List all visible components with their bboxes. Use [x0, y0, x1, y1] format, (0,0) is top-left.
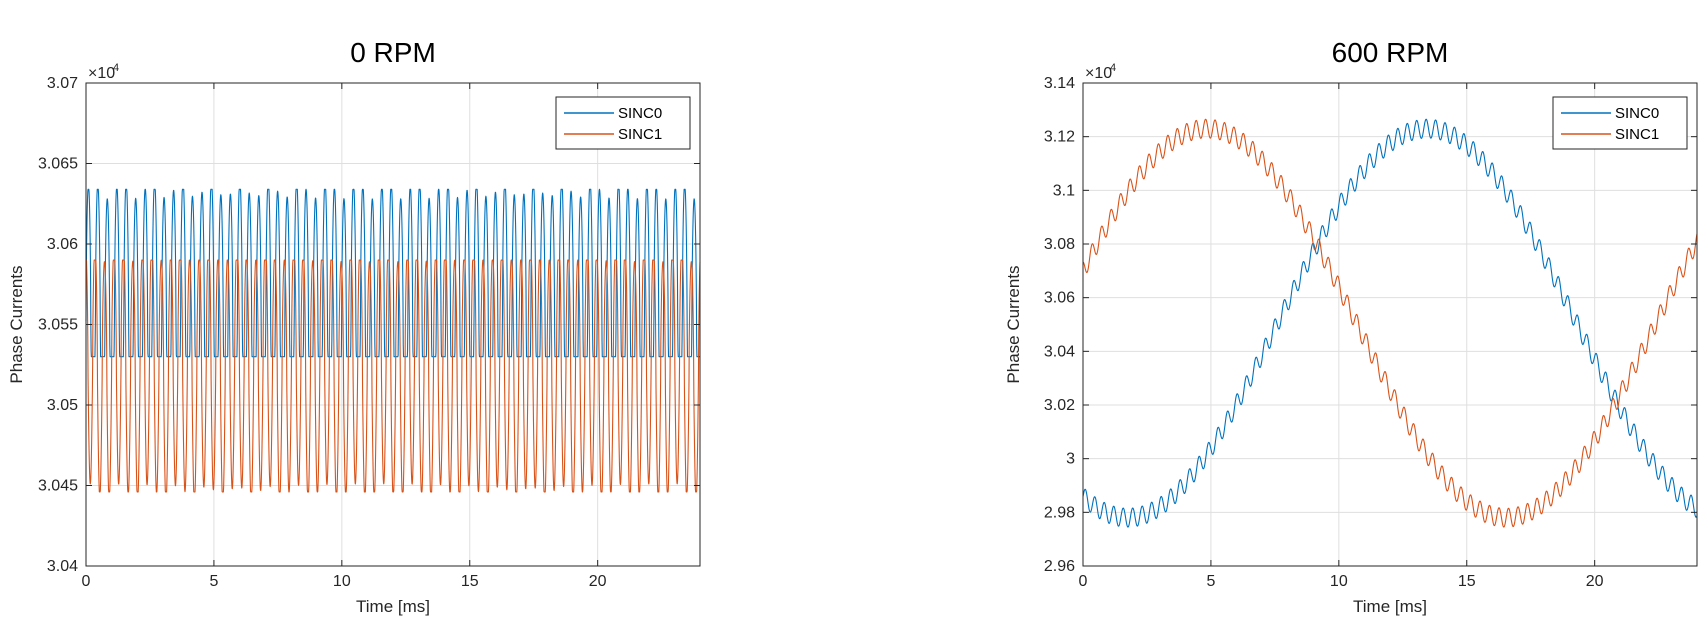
series-line-sinc0 [1082, 118, 1698, 528]
series-line-sinc1 [85, 259, 701, 493]
axes-box [1082, 82, 1698, 567]
series-line-sinc1 [1082, 118, 1698, 528]
series-line-sinc0 [85, 188, 701, 358]
y-tick-label: 2.96 [1044, 558, 1075, 575]
y-multiplier-exponent: 4 [1110, 62, 1116, 74]
x-tick-label: 15 [1458, 573, 1476, 590]
legend-label-sinc0: SINC0 [1615, 105, 1659, 122]
x-axis-label: Time [ms] [356, 597, 430, 616]
y-tick-label: 3.04 [1044, 343, 1075, 360]
plot-area [1083, 83, 1697, 566]
y-tick-label: 3.06 [47, 236, 78, 253]
chart-title: 600 RPM [1332, 37, 1449, 68]
chart-0-rpm: 0 RPM 0 5 10 15 20 3.04 3.045 3.05 3.055 3.06 3.06… [7, 37, 701, 616]
y-tick-label: 3.065 [38, 156, 78, 173]
chart-600-rpm: 600 RPM 0 5 10 15 20 2.96 2.98 3 3.02 3.04 3.06 3.0… [1004, 37, 1698, 616]
y-tick-label: 3.08 [1044, 236, 1075, 253]
x-tick-label: 15 [461, 573, 479, 590]
x-tick-label: 20 [589, 573, 607, 590]
x-tick-label: 10 [333, 573, 351, 590]
y-multiplier-exponent: 4 [113, 62, 119, 74]
legend-box [555, 96, 691, 150]
legend-label-sinc1: SINC1 [1615, 126, 1659, 143]
y-tick-label: 3.045 [38, 478, 78, 495]
legend-label-sinc1: SINC1 [618, 126, 662, 143]
y-tick-label: 3.055 [38, 317, 78, 334]
y-axis-label: Phase Currents [1004, 265, 1023, 383]
y-tick-label: 3.12 [1044, 129, 1075, 146]
y-multiplier: ×10 [88, 65, 115, 82]
x-tick-label: 0 [82, 573, 91, 590]
y-multiplier: ×10 [1085, 65, 1112, 82]
x-tick-label: 20 [1586, 573, 1604, 590]
chart-title: 0 RPM [350, 37, 436, 68]
x-tick-label: 10 [1330, 573, 1348, 590]
y-tick-label: 3.1 [1053, 182, 1075, 199]
y-tick-label: 3.02 [1044, 397, 1075, 414]
y-tick-label: 3.07 [47, 75, 78, 92]
y-tick-label: 3 [1066, 451, 1075, 468]
y-tick-label: 3.14 [1044, 75, 1075, 92]
y-tick-label: 3.06 [1044, 290, 1075, 307]
x-tick-label: 5 [209, 573, 218, 590]
x-tick-label: 5 [1206, 573, 1215, 590]
y-tick-label: 2.98 [1044, 504, 1075, 521]
legend: SINC0 SINC1 [1552, 96, 1688, 150]
x-axis-label: Time [ms] [1353, 597, 1427, 616]
y-tick-label: 3.04 [47, 558, 78, 575]
legend-label-sinc0: SINC0 [618, 105, 662, 122]
y-tick-label: 3.05 [47, 397, 78, 414]
legend-box [1552, 96, 1688, 150]
x-tick-label: 0 [1079, 573, 1088, 590]
y-axis-label: Phase Currents [7, 265, 26, 383]
legend: SINC0 SINC1 [555, 96, 691, 150]
